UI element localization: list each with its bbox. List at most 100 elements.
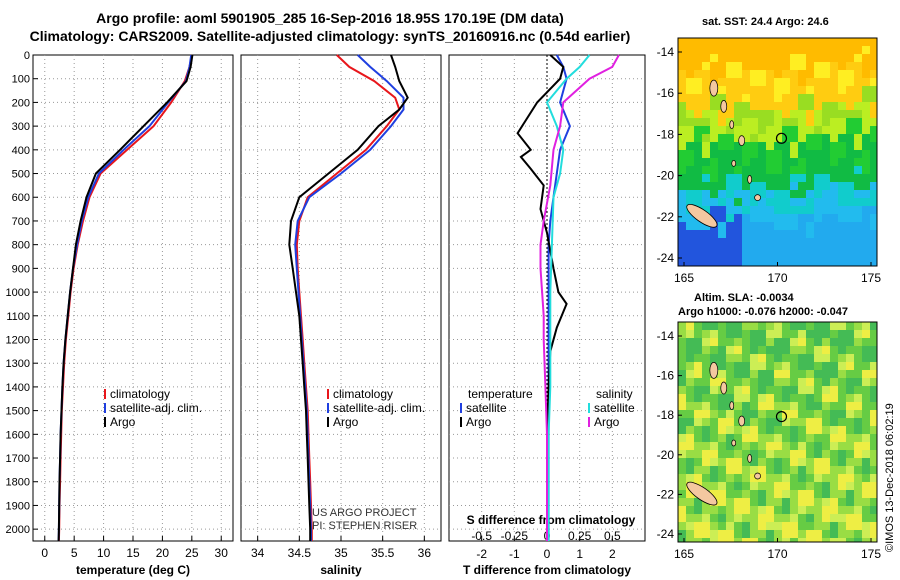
map-cell bbox=[710, 102, 718, 110]
map-cell bbox=[702, 402, 710, 410]
map-cell bbox=[838, 118, 846, 126]
map-cell bbox=[694, 474, 702, 482]
map-cell bbox=[838, 190, 846, 198]
map-cell bbox=[742, 222, 750, 230]
map-cell bbox=[678, 142, 686, 150]
map-cell bbox=[782, 442, 790, 450]
map-cell bbox=[846, 158, 854, 166]
float-location-marker bbox=[775, 132, 788, 144]
map-cell bbox=[678, 362, 686, 370]
map-cell bbox=[758, 166, 766, 174]
map-cell bbox=[758, 386, 766, 394]
map-cell bbox=[862, 466, 870, 474]
map-cell bbox=[726, 86, 734, 94]
map-cell bbox=[830, 410, 838, 418]
map-cell bbox=[766, 262, 774, 266]
map-cell bbox=[758, 214, 766, 222]
map-cell bbox=[766, 378, 774, 386]
map-cell bbox=[694, 150, 702, 158]
map-cell bbox=[686, 198, 694, 206]
map-cell bbox=[854, 190, 862, 198]
map-cell bbox=[766, 174, 774, 182]
map-cell bbox=[862, 78, 870, 86]
map-cell bbox=[870, 426, 877, 434]
map-cell bbox=[750, 386, 758, 394]
map-cell bbox=[718, 490, 726, 498]
map-cell bbox=[830, 538, 838, 542]
map-cell bbox=[830, 322, 838, 330]
map-cell bbox=[854, 134, 862, 142]
map-cell bbox=[726, 238, 734, 246]
map-cell bbox=[862, 94, 870, 102]
map-cell bbox=[870, 450, 877, 458]
map-cell bbox=[814, 198, 822, 206]
map-cell bbox=[854, 222, 862, 230]
map-cell bbox=[790, 426, 798, 434]
map-cell bbox=[870, 362, 877, 370]
map-cell bbox=[694, 330, 702, 338]
map-cell bbox=[782, 78, 790, 86]
map-cell bbox=[750, 330, 758, 338]
map-cell bbox=[726, 46, 734, 54]
map-cell bbox=[846, 214, 854, 222]
map-cell bbox=[870, 142, 877, 150]
map-cell bbox=[758, 54, 766, 62]
map-cell bbox=[822, 254, 830, 262]
lon-tick-label: 165 bbox=[674, 271, 694, 285]
map-cell bbox=[694, 522, 702, 530]
map-cell bbox=[758, 322, 766, 330]
map-cell bbox=[750, 522, 758, 530]
map-cell bbox=[686, 474, 694, 482]
map-cell bbox=[798, 62, 806, 70]
y-tick-label: 1500 bbox=[6, 406, 30, 418]
map-cell bbox=[806, 134, 814, 142]
map-cell bbox=[870, 498, 877, 506]
map-cell bbox=[694, 386, 702, 394]
map-cell bbox=[766, 142, 774, 150]
legend-label: Argo bbox=[333, 415, 359, 429]
map-cell bbox=[774, 418, 782, 426]
map-cell bbox=[838, 514, 846, 522]
map-cell bbox=[814, 54, 822, 62]
map-cell bbox=[862, 442, 870, 450]
map-cell bbox=[798, 238, 806, 246]
map-cell bbox=[678, 206, 686, 214]
lat-tick-label: -16 bbox=[657, 369, 675, 383]
map-cell bbox=[686, 102, 694, 110]
map-cell bbox=[726, 498, 734, 506]
map-cell bbox=[822, 182, 830, 190]
map-cell bbox=[846, 426, 854, 434]
map-cell bbox=[750, 38, 758, 46]
map-cell bbox=[734, 38, 742, 46]
map-cell bbox=[854, 418, 862, 426]
map-cell bbox=[774, 490, 782, 498]
map-cell bbox=[686, 126, 694, 134]
map-cell bbox=[870, 222, 877, 230]
map-cell bbox=[798, 150, 806, 158]
map-cell bbox=[862, 538, 870, 542]
map-cell bbox=[782, 182, 790, 190]
map-cell bbox=[734, 330, 742, 338]
map-cell bbox=[718, 254, 726, 262]
map-cell bbox=[742, 38, 750, 46]
map-cell bbox=[798, 110, 806, 118]
map-cell bbox=[774, 254, 782, 262]
map-cell bbox=[798, 426, 806, 434]
map-cell bbox=[822, 458, 830, 466]
map-cell bbox=[710, 38, 718, 46]
map-cell bbox=[782, 166, 790, 174]
map-cell bbox=[814, 402, 822, 410]
map-cell bbox=[758, 506, 766, 514]
map-cell bbox=[806, 506, 814, 514]
map-cell bbox=[814, 174, 822, 182]
map-cell bbox=[862, 142, 870, 150]
map-cell bbox=[854, 70, 862, 78]
map-cell bbox=[686, 370, 694, 378]
map-cell bbox=[774, 126, 782, 134]
map-cell bbox=[870, 174, 877, 182]
map-cell bbox=[774, 214, 782, 222]
map-cell bbox=[822, 346, 830, 354]
map-cell bbox=[790, 54, 798, 62]
map-cell bbox=[798, 434, 806, 442]
map-cell bbox=[686, 386, 694, 394]
